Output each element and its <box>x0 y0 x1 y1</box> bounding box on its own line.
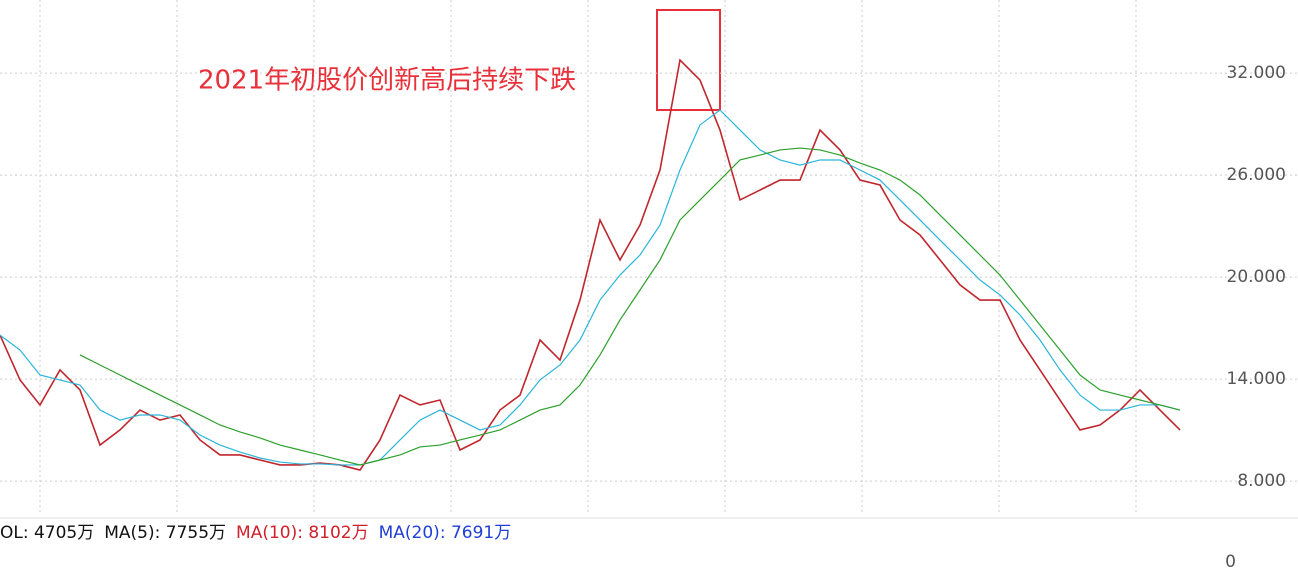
volume-legend: MA(5): 7755万 <box>104 523 226 543</box>
highlight-box <box>656 9 721 111</box>
volume-legend: OL: 4705万 <box>0 523 94 543</box>
y-tick-label: 8.000 <box>1237 471 1286 491</box>
price-line <box>79 147 1181 466</box>
price-line <box>0 58 1181 471</box>
price-line <box>0 109 1181 466</box>
y-tick-label: 26.000 <box>1227 165 1286 185</box>
volume-axis-label: 0 <box>1225 552 1236 572</box>
y-tick-label: 14.000 <box>1227 369 1286 389</box>
y-tick-label: 20.000 <box>1227 267 1286 287</box>
volume-legend: MA(10): 8102万 <box>236 523 369 543</box>
annotation: 2021年初股价创新高后持续下跌 <box>198 66 576 96</box>
y-tick-label: 32.000 <box>1227 63 1286 83</box>
volume-legend: MA(20): 7691万 <box>379 523 512 543</box>
